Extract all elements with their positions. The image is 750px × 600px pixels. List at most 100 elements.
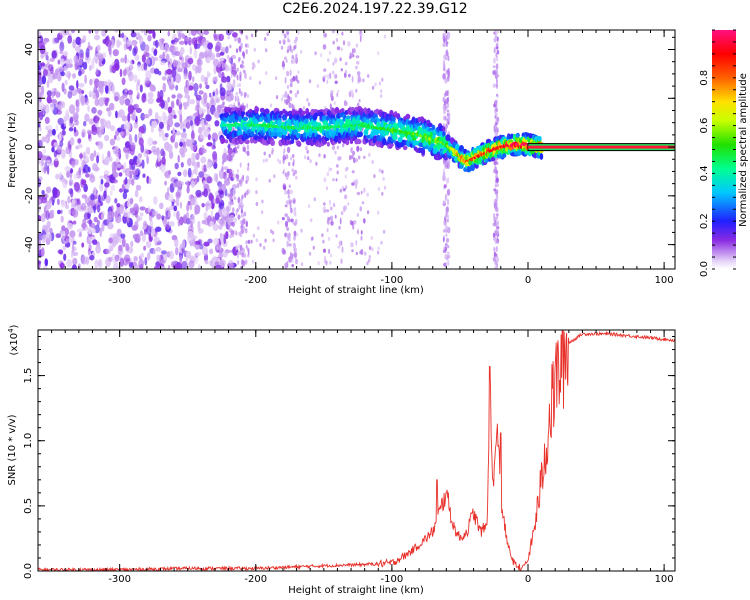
noise-streak: [347, 202, 350, 206]
noise-speckle: [63, 51, 68, 57]
noise-streak: [493, 246, 496, 252]
noise-speckle: [65, 146, 71, 155]
noise-speckle: [38, 118, 41, 125]
noise-speckle: [172, 127, 176, 134]
noise-streak: [245, 220, 248, 228]
noise-speckle: [209, 220, 214, 227]
noise-speckle: [190, 180, 196, 188]
noise-streak: [326, 186, 328, 191]
noise-speckle: [217, 62, 221, 68]
noise-speckle: [124, 167, 132, 177]
noise-streak: [242, 147, 246, 152]
ridge-cell: [264, 108, 270, 114]
noise-speckle: [64, 70, 70, 76]
noise-speckle: [116, 39, 121, 48]
noise-speckle: [356, 212, 360, 217]
spectrogram-x-tick-label: 100: [655, 275, 674, 286]
noise-streak: [237, 183, 240, 188]
noise-speckle: [203, 183, 210, 190]
noise-speckle: [126, 58, 130, 64]
ridge-cell: [427, 122, 433, 128]
noise-streak: [495, 53, 498, 58]
noise-speckle: [222, 251, 228, 258]
noise-speckle: [146, 251, 151, 261]
noise-speckle: [104, 97, 109, 107]
noise-speckle: [115, 110, 118, 119]
noise-speckle: [201, 118, 205, 128]
ridge-cell: [364, 138, 369, 143]
noise-streak: [496, 78, 498, 84]
noise-speckle: [167, 118, 174, 128]
noise-streak: [344, 194, 348, 200]
noise-speckle: [155, 247, 162, 252]
noise-speckle: [79, 153, 84, 159]
ridge-cell: [399, 133, 406, 138]
noise-streak: [284, 91, 288, 98]
noise-streak: [494, 112, 498, 117]
noise-speckle: [139, 206, 146, 211]
noise-streak: [447, 116, 451, 121]
noise-speckle: [150, 126, 154, 133]
noise-speckle: [105, 120, 112, 129]
noise-speckle: [121, 237, 126, 248]
noise-speckle: [144, 256, 148, 266]
noise-speckle: [216, 104, 222, 114]
noise-speckle: [123, 162, 127, 169]
noise-speckle: [63, 253, 67, 261]
noise-speckle: [191, 152, 196, 163]
noise-streak: [285, 98, 289, 105]
noise-speckle: [131, 39, 138, 46]
noise-speckle: [43, 165, 47, 175]
snr-x-tick-label: 0: [525, 574, 531, 585]
noise-streak: [234, 37, 237, 42]
noise-speckle: [84, 113, 90, 122]
snr-x-tick-label: -200: [244, 574, 267, 585]
noise-speckle: [238, 56, 241, 61]
noise-speckle: [92, 239, 98, 245]
noise-streak: [289, 69, 292, 77]
noise-speckle: [123, 212, 128, 218]
noise-speckle: [128, 262, 134, 269]
noise-speckle: [379, 94, 383, 98]
noise-speckle: [366, 192, 369, 197]
noise-speckle: [83, 164, 90, 174]
noise-speckle: [185, 139, 192, 147]
ridge-cell: [405, 113, 411, 120]
noise-streak: [351, 249, 354, 253]
noise-streak: [289, 90, 293, 94]
noise-speckle: [94, 34, 100, 41]
noise-speckle: [293, 221, 296, 226]
noise-speckle: [167, 80, 171, 86]
noise-streak: [446, 70, 450, 74]
noise-streak: [238, 203, 241, 210]
noise-speckle: [191, 37, 198, 46]
noise-speckle: [212, 154, 218, 164]
noise-streak: [240, 91, 243, 97]
noise-speckle: [187, 167, 192, 178]
ridge-cell: [293, 128, 298, 135]
ridge-cell: [515, 133, 520, 138]
noise-speckle: [183, 119, 187, 125]
snr-x-tick-label: -100: [381, 574, 404, 585]
noise-speckle: [64, 79, 68, 86]
noise-speckle: [105, 248, 112, 254]
noise-speckle: [129, 97, 133, 105]
noise-speckle: [339, 188, 342, 193]
noise-speckle: [134, 210, 138, 218]
noise-speckle: [221, 76, 228, 83]
noise-speckle: [174, 162, 179, 170]
noise-speckle: [51, 128, 56, 136]
noise-speckle: [359, 147, 363, 152]
noise-streak: [283, 56, 287, 60]
noise-speckle: [119, 95, 125, 106]
noise-streak: [322, 205, 327, 213]
noise-speckle: [215, 51, 219, 59]
fit-core: [528, 145, 675, 149]
ridge-cell: [402, 145, 408, 151]
ridge-cell: [421, 148, 426, 155]
noise-speckle: [180, 162, 184, 168]
ridge-cell: [259, 107, 265, 113]
noise-speckle: [149, 219, 154, 228]
noise-streak: [492, 83, 497, 88]
colorbar-label: Normalized spectral amplitude: [738, 73, 749, 227]
